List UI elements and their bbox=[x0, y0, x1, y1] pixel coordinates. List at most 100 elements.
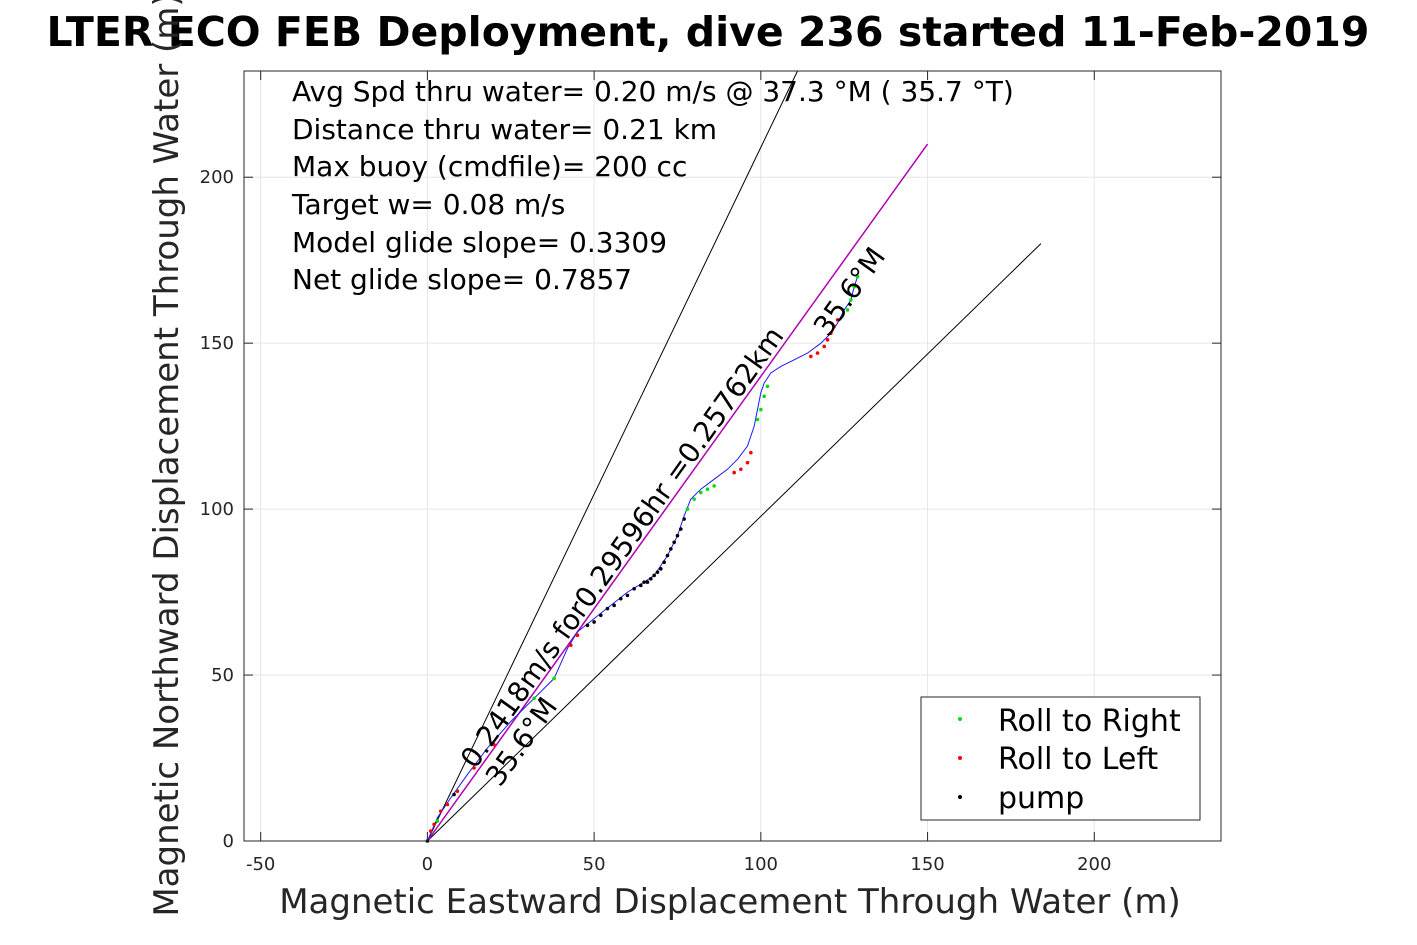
reference-line-envelope-upper bbox=[426, 70, 798, 842]
roll-left-point bbox=[438, 809, 443, 813]
roll-left-point bbox=[829, 331, 833, 335]
roll-left-point bbox=[749, 450, 753, 455]
pump-point bbox=[452, 792, 456, 797]
x-axis-label: Magnetic Eastward Displacement Through W… bbox=[279, 882, 1181, 922]
y-tick-label: 200 bbox=[200, 167, 234, 188]
reference-line-net-heading bbox=[426, 143, 929, 842]
roll-left-point bbox=[428, 829, 433, 833]
reference-lines bbox=[426, 70, 1042, 842]
pump-point bbox=[649, 577, 653, 581]
roll-right-point bbox=[765, 384, 770, 389]
note-distance: Distance thru water= 0.21 km bbox=[292, 113, 717, 146]
roll-left-point bbox=[745, 460, 750, 465]
y-tick-label: 50 bbox=[211, 665, 234, 686]
x-tick-label: 0 bbox=[422, 854, 433, 875]
y-tick-label: 0 bbox=[223, 831, 234, 852]
track-speed-annotation: 0.2418m/s for0.29596hr =0.25762km bbox=[454, 321, 791, 774]
roll-right-point bbox=[855, 274, 860, 279]
pump-point bbox=[652, 573, 656, 578]
x-tick-label: 50 bbox=[583, 854, 606, 875]
pump-point bbox=[682, 517, 686, 521]
notes-block: Avg Spd thru water= 0.20 m/s @ 37.3 °M (… bbox=[291, 75, 1014, 296]
pump-point bbox=[598, 613, 603, 618]
plot-frame bbox=[243, 70, 1222, 842]
roll-left-point bbox=[472, 766, 476, 770]
roll-right-point bbox=[705, 487, 710, 491]
pump-point bbox=[659, 567, 663, 571]
roll-left-point bbox=[815, 351, 820, 355]
note-model-glide-slope: Model glide slope= 0.3309 bbox=[292, 226, 667, 259]
roll-right-point bbox=[845, 308, 850, 312]
data-points bbox=[425, 274, 860, 843]
roll-left-point bbox=[832, 324, 837, 329]
roll-right-point bbox=[755, 417, 760, 422]
roll-left-point bbox=[432, 822, 436, 827]
chart-title: LTER ECO FEB Deployment, dive 236 starte… bbox=[47, 8, 1370, 56]
legend: Roll to Right Roll to Left pump bbox=[920, 696, 1201, 821]
pump-point bbox=[662, 560, 666, 565]
roll-right-point bbox=[852, 284, 857, 289]
roll-right-point bbox=[699, 490, 703, 495]
heading-end-annotation: 35.6°M bbox=[807, 241, 892, 342]
roll-right-point bbox=[552, 676, 556, 681]
roll-left-point bbox=[835, 318, 840, 322]
note-net-glide-slope: Net glide slope= 0.7857 bbox=[292, 263, 632, 296]
pump-point bbox=[639, 583, 643, 588]
roll-left-point bbox=[825, 338, 830, 342]
pump-point bbox=[665, 553, 670, 558]
dive-track bbox=[426, 276, 858, 842]
roll-right-point bbox=[712, 484, 716, 488]
legend-label-pump: pump bbox=[998, 781, 1084, 816]
pump-point bbox=[679, 527, 683, 531]
pump-point bbox=[618, 596, 623, 601]
roll-left-point bbox=[575, 633, 580, 638]
track-line bbox=[426, 276, 858, 842]
note-avg-speed: Avg Spd thru water= 0.20 m/s @ 37.3 °M (… bbox=[292, 75, 1014, 108]
x-tick-label: -50 bbox=[246, 854, 275, 875]
legend-marker-roll-left bbox=[958, 756, 962, 760]
roll-left-point bbox=[732, 470, 736, 475]
note-max-buoy: Max buoy (cmdfile)= 200 cc bbox=[292, 150, 687, 183]
roll-right-point bbox=[685, 507, 690, 511]
y-axis-label: Magnetic Northward Displacement Through … bbox=[147, 0, 187, 917]
pump-point bbox=[669, 547, 673, 551]
legend-marker-roll-right bbox=[958, 717, 962, 721]
pump-point bbox=[632, 586, 636, 591]
roll-right-point bbox=[759, 407, 763, 412]
y-axis-ticks: 0 50 100 150 200 bbox=[200, 167, 1221, 852]
pump-point bbox=[592, 620, 596, 624]
pump-point bbox=[675, 533, 680, 538]
roll-right-point bbox=[692, 497, 696, 501]
x-tick-label: 150 bbox=[910, 854, 944, 875]
roll-right-point bbox=[435, 819, 440, 823]
roll-left-point bbox=[822, 344, 826, 349]
legend-box bbox=[920, 696, 1201, 821]
x-axis-ticks: -50 0 50 100 150 200 bbox=[246, 71, 1111, 875]
legend-marker-pump bbox=[958, 795, 962, 799]
roll-left-point bbox=[809, 354, 813, 359]
pump-point bbox=[585, 623, 590, 628]
roll-left-point bbox=[492, 742, 496, 747]
y-tick-label: 150 bbox=[200, 333, 234, 354]
roll-right-point bbox=[532, 696, 536, 701]
roll-left-point bbox=[568, 643, 573, 647]
x-tick-label: 200 bbox=[1077, 854, 1111, 875]
roll-right-point bbox=[849, 298, 853, 302]
reference-line-envelope-lower bbox=[427, 243, 1042, 842]
y-tick-label: 100 bbox=[200, 499, 234, 520]
legend-label-roll-left: Roll to Left bbox=[998, 742, 1158, 777]
roll-left-point bbox=[445, 802, 450, 807]
pump-point bbox=[642, 580, 646, 584]
legend-label-roll-right: Roll to Right bbox=[998, 704, 1181, 739]
pump-point bbox=[605, 606, 610, 611]
note-target-w: Target w= 0.08 m/s bbox=[291, 188, 565, 221]
roll-left-point bbox=[739, 467, 743, 472]
pump-point bbox=[625, 593, 630, 598]
roll-right-point bbox=[762, 394, 766, 399]
x-tick-label: 100 bbox=[744, 854, 778, 875]
pump-point bbox=[612, 603, 616, 608]
roll-left-point bbox=[455, 789, 460, 794]
pump-point bbox=[655, 570, 660, 574]
pump-point bbox=[672, 540, 676, 545]
